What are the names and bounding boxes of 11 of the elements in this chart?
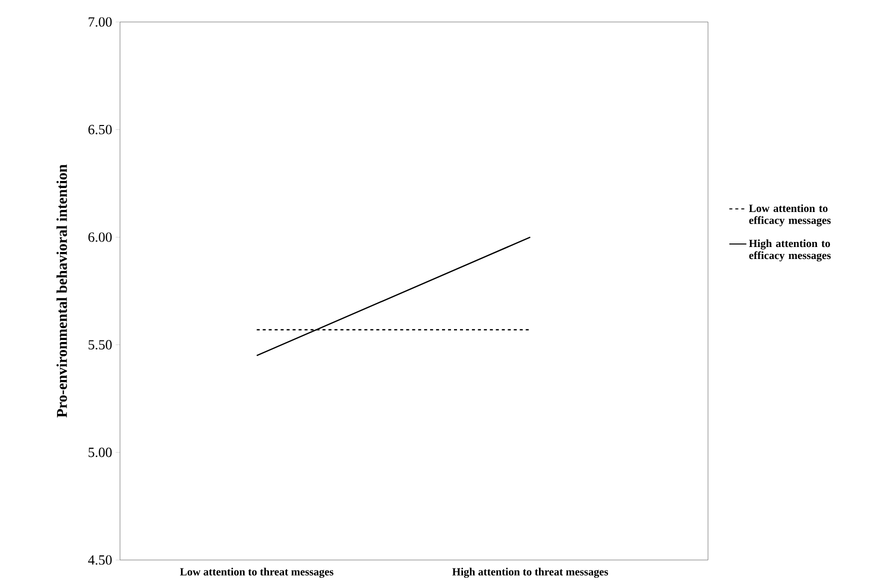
y-tick-label: 4.50: [88, 555, 112, 565]
y-tick-label: 6.50: [88, 124, 112, 134]
y-tick-label: 7.00: [88, 17, 112, 27]
x-tick-label: Low attention to threat messages: [180, 568, 334, 578]
y-tick-label: 6.00: [88, 232, 112, 242]
y-axis-title: Pro-environmental behavioral intention: [56, 164, 67, 418]
y-tick-label: 5.00: [88, 448, 112, 458]
legend-label: Low attention to efficacy messages: [749, 204, 831, 226]
legend-label: High attention to efficacy messages: [749, 239, 831, 262]
y-tick-label: 5.50: [88, 340, 112, 350]
x-tick-label: High attention to threat messages: [452, 568, 608, 578]
